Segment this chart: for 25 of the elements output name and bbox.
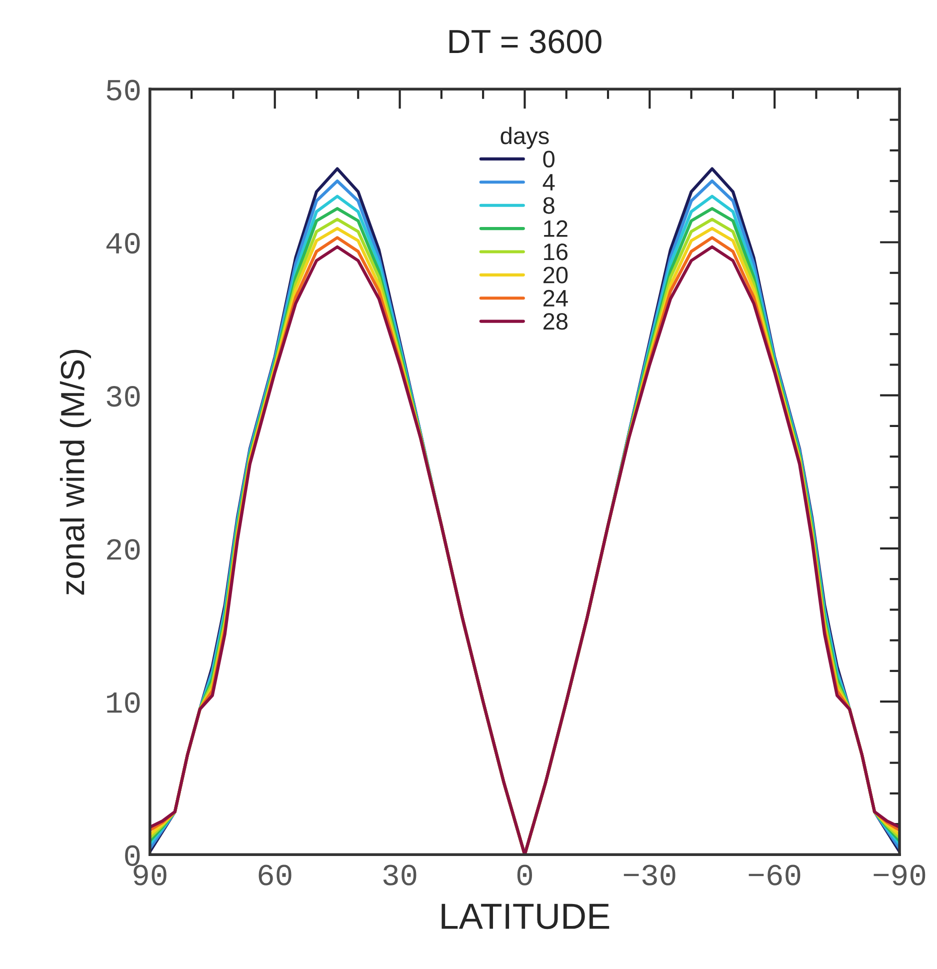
x-tick-label: 90 bbox=[134, 864, 166, 886]
y-axis-title: zonal wind (M/S) bbox=[60, 350, 92, 595]
x-tick-label: −30 bbox=[624, 864, 676, 886]
y-tick-label: 20 bbox=[107, 539, 140, 560]
legend-label: 28 bbox=[543, 313, 568, 330]
x-tick-label: 60 bbox=[258, 864, 292, 886]
x-axis-title: LATITUDE bbox=[442, 904, 610, 930]
y-tick-label: 40 bbox=[106, 232, 140, 254]
legend-label: 4 bbox=[542, 174, 555, 190]
legend-label: 16 bbox=[544, 244, 568, 260]
y-tick-label: 50 bbox=[106, 80, 140, 101]
legend-label: 24 bbox=[543, 290, 568, 306]
legend-label: 12 bbox=[544, 220, 568, 237]
legend-label: 20 bbox=[543, 266, 568, 284]
legend-label: 0 bbox=[543, 150, 554, 168]
legend-label: 8 bbox=[543, 197, 554, 214]
x-tick-label: 0 bbox=[517, 864, 532, 886]
x-tick-label: −60 bbox=[748, 864, 800, 886]
legend-title: days bbox=[500, 126, 549, 149]
y-tick-label: 30 bbox=[106, 386, 140, 407]
x-tick-label: −90 bbox=[874, 864, 926, 886]
y-tick-label: 10 bbox=[107, 692, 140, 713]
y-tick-label: 0 bbox=[125, 845, 140, 866]
x-tick-label: 30 bbox=[383, 864, 416, 886]
chart-title: DT = 3600 bbox=[449, 30, 602, 54]
